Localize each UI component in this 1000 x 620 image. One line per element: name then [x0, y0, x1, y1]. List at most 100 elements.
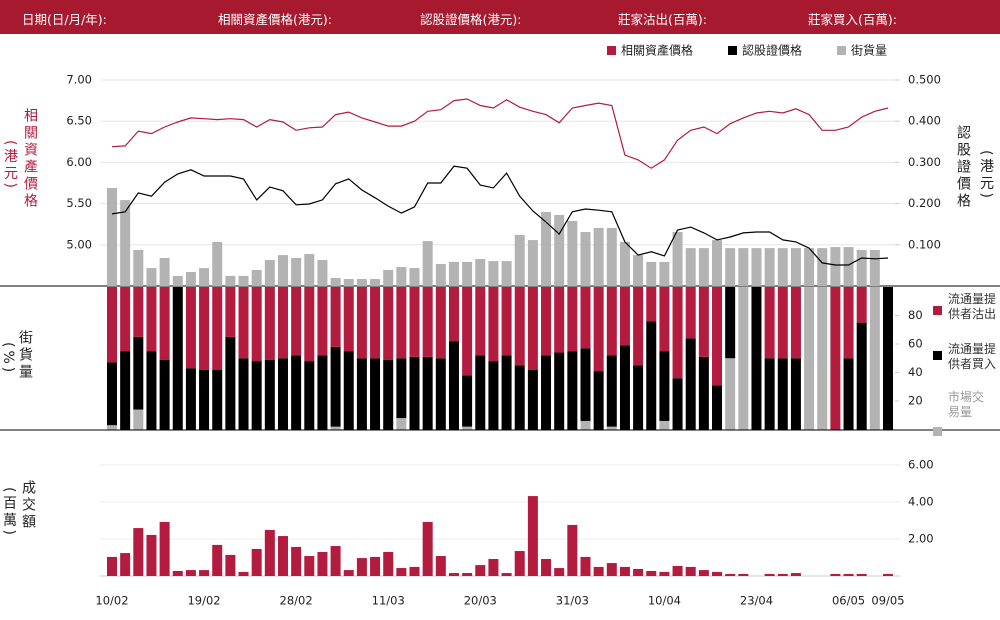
volume-bar: [238, 275, 249, 286]
share-bar: [646, 321, 657, 430]
share-bar: [527, 369, 538, 430]
volume-bar: [712, 240, 723, 286]
share-bar: [725, 358, 736, 430]
volume-bar: [527, 240, 538, 286]
turnover-bar: [396, 568, 407, 576]
turnover-bar: [343, 570, 354, 576]
header-field: 莊家沽出(百萬):: [618, 12, 707, 27]
turnover-bar: [107, 556, 117, 576]
share-bar: [212, 369, 223, 430]
y2-tick-label: 0.100: [908, 237, 941, 251]
turnover-bar: [488, 558, 499, 576]
axis-unit: (港元): [2, 140, 18, 191]
share-bar: [580, 348, 591, 421]
share-bar: [435, 287, 446, 359]
turnover-bar: [738, 573, 749, 576]
turnover-bar: [146, 534, 157, 576]
axis-unit: (%): [0, 342, 16, 376]
volume-bar: [698, 248, 709, 286]
x-tick-label: 19/02: [187, 594, 220, 608]
turnover-bar: [698, 570, 709, 576]
share-bar: [633, 365, 644, 430]
share-bar: [593, 371, 604, 430]
y2-tick-label: 60: [908, 337, 923, 351]
turnover-bar: [291, 546, 302, 576]
share-bar: [448, 341, 459, 430]
share-bar: [264, 359, 275, 430]
share-bar: [264, 287, 275, 360]
header-field: 相關資產價格(港元):: [218, 12, 332, 27]
share-bar: [396, 358, 407, 419]
share-bar: [343, 351, 354, 430]
turnover-bar: [356, 558, 367, 576]
share-bar: [567, 351, 578, 430]
share-bar: [817, 287, 828, 430]
volume-bar: [659, 261, 670, 286]
legend-swatch: [607, 46, 616, 55]
x-tick-label: 23/04: [740, 594, 773, 608]
volume-bar: [804, 248, 815, 286]
turnover-bar: [277, 536, 288, 576]
x-tick-label: 20/03: [464, 594, 497, 608]
turnover-bar: [843, 573, 854, 576]
share-bar: [698, 356, 709, 430]
share-bar: [541, 287, 552, 356]
axis-unit: (百萬): [1, 487, 17, 538]
share-bar: [120, 287, 131, 352]
share-bar: [488, 287, 499, 362]
turnover-bar: [567, 524, 578, 576]
turnover-bar: [672, 566, 683, 576]
share-bar: [672, 287, 683, 379]
axis-unit: (港元): [978, 150, 994, 201]
volume-bar: [159, 257, 170, 286]
price-line: [111, 165, 889, 266]
share-bar: [107, 425, 117, 430]
volume-bar: [422, 241, 433, 286]
share-bar: [251, 361, 262, 430]
turnover-bar: [172, 571, 183, 576]
volume-bar: [304, 254, 315, 286]
volume-bar: [330, 277, 341, 286]
volume-bar: [830, 247, 841, 286]
share-bar: [685, 287, 696, 339]
share-bar: [356, 287, 367, 359]
volume-bar: [751, 248, 762, 286]
share-bar: [343, 287, 354, 352]
share-bar: [396, 287, 407, 359]
share-bar: [185, 287, 196, 369]
share-bar: [330, 426, 341, 430]
turnover-bar: [185, 570, 196, 576]
x-tick-label: 11/03: [372, 594, 405, 608]
turnover-bar: [527, 496, 538, 576]
share-bar: [330, 346, 341, 427]
turnover-bar: [646, 571, 657, 576]
share-bar: [409, 356, 420, 430]
volume-bar: [383, 269, 394, 286]
turnover-bar: [370, 556, 381, 576]
share-bar: [554, 352, 565, 430]
share-bar: [383, 287, 394, 360]
volume-bar: [120, 200, 131, 286]
share-bar: [107, 287, 117, 363]
volume-bar: [790, 248, 801, 286]
y2-tick-label: 40: [908, 365, 923, 379]
turnover-bar: [712, 571, 723, 576]
share-bar: [291, 355, 302, 430]
volume-bar: [554, 214, 565, 286]
share-bar: [488, 361, 499, 430]
share-bar: [856, 322, 867, 430]
volume-bar: [409, 268, 420, 286]
volume-bar: [488, 261, 499, 286]
y2-tick-label: 20: [908, 394, 923, 408]
turnover-bar: [212, 544, 223, 576]
share-bar: [751, 287, 762, 430]
share-bar: [514, 365, 525, 430]
share-bar: [172, 287, 183, 430]
volume-bar: [856, 249, 867, 286]
share-bar: [291, 287, 302, 356]
volume-bar: [633, 255, 644, 286]
share-bar: [790, 287, 801, 359]
volume-bar: [396, 267, 407, 286]
turnover-bar: [685, 566, 696, 576]
